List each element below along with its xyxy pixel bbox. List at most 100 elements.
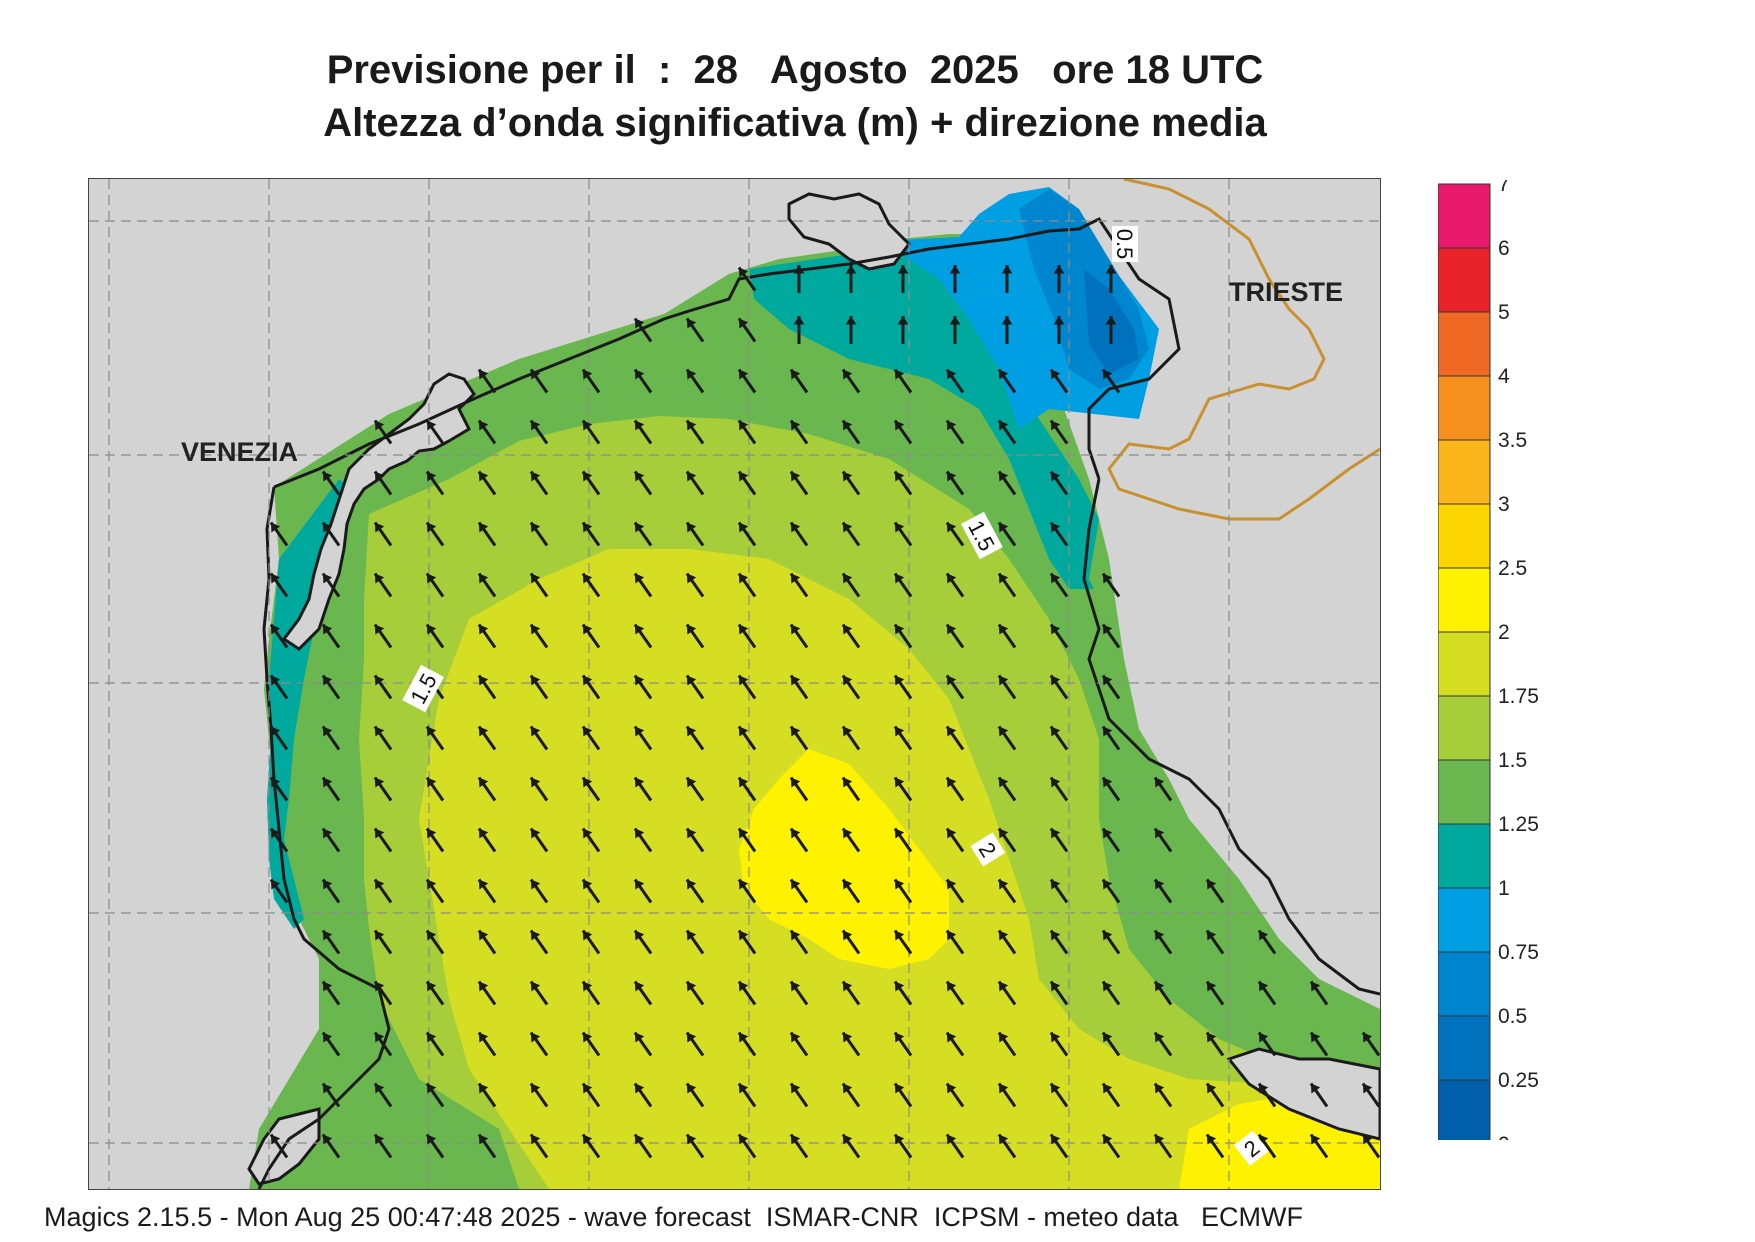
legend-swatch bbox=[1438, 503, 1491, 569]
wave-direction-arrow-head bbox=[634, 777, 645, 788]
wave-direction-arrow-head bbox=[842, 1134, 853, 1145]
wave-height-map: VENEZIA TRIESTE 0.5 1.5 1.5 2 2 bbox=[88, 178, 1381, 1190]
wave-direction-arrow-head bbox=[998, 1134, 1009, 1145]
wave-direction-arrow-head bbox=[1102, 879, 1113, 890]
wave-direction-arrow-head bbox=[738, 624, 749, 635]
wave-direction-arrow-head bbox=[1050, 573, 1061, 584]
wave-direction-arrow-head bbox=[1310, 1032, 1321, 1043]
wave-direction-arrow-head bbox=[894, 522, 905, 533]
wave-direction-arrow-head bbox=[530, 777, 541, 788]
city-label-venezia: VENEZIA bbox=[181, 437, 298, 467]
wave-direction-arrow-head bbox=[322, 522, 333, 533]
legend-swatch bbox=[1438, 695, 1491, 761]
contour-label-0.5: 0.5 bbox=[1112, 229, 1137, 260]
wave-direction-arrow-head bbox=[998, 369, 1009, 380]
wave-direction-arrow-head bbox=[998, 1083, 1009, 1094]
wave-direction-arrow-head bbox=[530, 1032, 541, 1043]
wave-direction-arrow-head bbox=[1362, 1083, 1373, 1094]
wave-direction-arrow-head bbox=[1102, 573, 1113, 584]
wave-direction-arrow-head bbox=[530, 369, 541, 380]
city-label-trieste: TRIESTE bbox=[1229, 277, 1343, 307]
wave-direction-arrow-head bbox=[426, 420, 437, 431]
legend-swatch bbox=[1438, 951, 1491, 1017]
wave-direction-arrow-head bbox=[1310, 981, 1321, 992]
legend-swatch bbox=[1438, 823, 1491, 889]
wave-direction-arrow-head bbox=[634, 471, 645, 482]
wave-direction-arrow-head bbox=[1050, 981, 1061, 992]
wave-direction-arrow-head bbox=[998, 1032, 1009, 1043]
wave-direction-arrow-head bbox=[322, 471, 333, 482]
legend-swatch bbox=[1438, 1015, 1491, 1081]
wave-direction-arrow-head bbox=[946, 981, 957, 992]
wave-direction-arrow-head bbox=[842, 471, 853, 482]
wave-direction-arrow-head bbox=[946, 369, 957, 380]
wave-direction-arrow-head bbox=[686, 828, 697, 839]
wave-direction-arrow-head bbox=[478, 930, 489, 941]
wave-direction-arrow-head bbox=[634, 981, 645, 992]
wave-direction-arrow-head bbox=[845, 265, 857, 274]
color-scale-legend: 7 6 5 4 3.5 3 2.5 2 1.75 1.5 1.25 1 0.75 0.5 0.25 0 bbox=[1438, 180, 1539, 1140]
wave-direction-arrow-head bbox=[374, 522, 385, 533]
sea-band-1.0-north bbox=[749, 241, 1099, 589]
map-title-line2: Altezza d’onda significativa (m) + direz… bbox=[323, 101, 1267, 145]
wave-direction-arrow-head bbox=[894, 369, 905, 380]
wave-direction-arrow-head bbox=[894, 726, 905, 737]
wave-direction-arrow-head bbox=[478, 471, 489, 482]
wave-direction-arrow-head bbox=[426, 624, 437, 635]
wave-direction-arrow-head bbox=[1050, 1134, 1061, 1145]
wave-direction-arrow-head bbox=[582, 573, 593, 584]
wave-direction-arrow-head bbox=[738, 777, 749, 788]
wave-direction-arrow-head bbox=[582, 624, 593, 635]
wave-direction-arrow-head bbox=[582, 675, 593, 686]
wave-direction-arrow-head bbox=[894, 1134, 905, 1145]
wave-direction-arrow-head bbox=[1206, 930, 1217, 941]
wave-direction-arrow-head bbox=[530, 828, 541, 839]
national-border bbox=[1107, 179, 1380, 521]
wave-direction-arrow-head bbox=[793, 265, 805, 274]
wave-direction-arrow-head bbox=[946, 1032, 957, 1043]
wave-direction-arrow-head bbox=[1154, 1134, 1165, 1145]
wave-direction-arrow-head bbox=[790, 930, 801, 941]
sea-band-1.0-west bbox=[267, 479, 359, 929]
wave-direction-arrow-head bbox=[790, 981, 801, 992]
wave-direction-arrow-head bbox=[894, 981, 905, 992]
legend-level-label: 2 bbox=[1498, 621, 1510, 644]
wave-direction-arrow-head bbox=[634, 879, 645, 890]
wave-direction-arrow-head bbox=[478, 624, 489, 635]
wave-direction-arrow-head bbox=[738, 675, 749, 686]
wave-direction-arrow-head bbox=[322, 1083, 333, 1094]
wave-direction-arrow-head bbox=[1050, 522, 1061, 533]
wave-direction-arrow-head bbox=[270, 879, 281, 890]
wave-direction-arrow-head bbox=[1154, 828, 1165, 839]
wave-direction-arrow-head bbox=[1362, 1032, 1373, 1043]
wave-direction-arrow-head bbox=[894, 624, 905, 635]
wave-direction-arrow-head bbox=[842, 981, 853, 992]
wave-direction-arrow-head bbox=[842, 675, 853, 686]
wave-direction-arrow-head bbox=[842, 930, 853, 941]
wave-direction-arrow-head bbox=[1154, 930, 1165, 941]
wave-direction-arrow-head bbox=[1102, 369, 1113, 380]
wave-direction-arrow-head bbox=[998, 726, 1009, 737]
wave-direction-arrow-head bbox=[738, 879, 749, 890]
wave-direction-arrow-head bbox=[270, 573, 281, 584]
wave-direction-arrow-head bbox=[1102, 675, 1113, 686]
wave-direction-arrow-head bbox=[634, 726, 645, 737]
wave-direction-arrow-head bbox=[426, 930, 437, 941]
wave-direction-arrow-head bbox=[998, 471, 1009, 482]
wave-direction-arrow-head bbox=[738, 726, 749, 737]
wave-direction-arrow-head bbox=[1050, 675, 1061, 686]
wave-direction-arrow-head bbox=[790, 522, 801, 533]
wave-direction-arrow-head bbox=[582, 1032, 593, 1043]
wave-direction-arrow-head bbox=[530, 1134, 541, 1145]
wave-direction-arrow-head bbox=[1206, 879, 1217, 890]
wave-direction-arrow-head bbox=[634, 318, 645, 329]
wave-direction-arrow-head bbox=[842, 420, 853, 431]
wave-direction-arrow-head bbox=[1102, 1134, 1113, 1145]
wave-direction-arrow-head bbox=[790, 369, 801, 380]
coastline-north bbox=[273, 217, 1181, 489]
wave-direction-arrow-head bbox=[530, 420, 541, 431]
wave-direction-arrow-head bbox=[1102, 624, 1113, 635]
wave-direction-arrow-head bbox=[270, 777, 281, 788]
coastline-east bbox=[1082, 478, 1380, 996]
wave-direction-arrow-head bbox=[478, 1134, 489, 1145]
